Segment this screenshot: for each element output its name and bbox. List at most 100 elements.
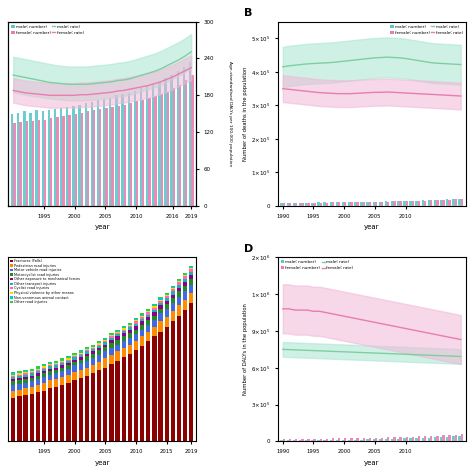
Bar <box>164 292 169 294</box>
Bar <box>440 437 442 441</box>
Bar <box>73 355 77 356</box>
Bar <box>79 378 83 441</box>
Bar <box>410 201 411 206</box>
Bar <box>115 340 120 345</box>
Bar <box>171 286 175 287</box>
Text: B: B <box>244 8 253 18</box>
Bar <box>183 276 187 279</box>
Bar <box>121 333 126 337</box>
Bar <box>66 383 71 441</box>
Bar <box>121 357 126 441</box>
Bar <box>342 440 344 441</box>
Bar <box>23 383 27 388</box>
Bar <box>458 199 461 206</box>
Bar <box>115 345 120 351</box>
Bar <box>97 341 101 342</box>
Bar <box>411 437 414 441</box>
Bar <box>177 284 181 288</box>
Bar <box>23 377 27 379</box>
Bar <box>164 294 169 295</box>
Bar <box>146 309 150 310</box>
Bar <box>391 201 393 206</box>
Bar <box>42 383 46 391</box>
Bar <box>109 348 114 355</box>
Bar <box>109 343 114 348</box>
Bar <box>111 107 114 206</box>
Bar <box>305 202 307 206</box>
Bar <box>85 376 89 441</box>
Bar <box>140 316 144 317</box>
Bar <box>152 304 156 305</box>
Bar <box>295 203 297 206</box>
Bar <box>66 357 71 358</box>
Bar <box>158 297 163 298</box>
Bar <box>48 110 50 206</box>
Bar <box>60 371 64 377</box>
Bar <box>48 371 52 374</box>
Bar <box>307 439 310 441</box>
Bar <box>81 113 83 206</box>
Bar <box>171 295 175 298</box>
Bar <box>164 295 169 296</box>
Bar <box>99 109 101 206</box>
Bar <box>140 315 144 316</box>
Bar <box>442 200 445 206</box>
Bar <box>60 358 64 359</box>
Bar <box>183 310 187 441</box>
Bar <box>448 200 451 206</box>
Bar <box>42 364 46 365</box>
Bar <box>313 203 316 206</box>
Bar <box>11 391 15 398</box>
Bar <box>418 436 420 441</box>
Bar <box>332 438 334 441</box>
Bar <box>421 438 424 441</box>
Bar <box>189 279 193 284</box>
Bar <box>171 74 173 206</box>
Bar <box>434 200 436 206</box>
Bar <box>375 202 377 206</box>
Bar <box>128 329 132 333</box>
Bar <box>91 349 95 351</box>
Bar <box>183 274 187 275</box>
Bar <box>350 202 353 206</box>
Bar <box>128 327 132 329</box>
Bar <box>42 371 46 374</box>
Bar <box>103 341 108 342</box>
Bar <box>411 201 414 206</box>
Bar <box>11 385 15 391</box>
Bar <box>103 337 108 339</box>
Bar <box>91 365 95 374</box>
Bar <box>363 202 365 206</box>
Bar <box>134 320 138 321</box>
Bar <box>152 327 156 337</box>
Bar <box>281 440 283 441</box>
Bar <box>179 85 181 206</box>
Bar <box>115 329 120 331</box>
Bar <box>36 368 40 369</box>
Bar <box>60 363 64 365</box>
Bar <box>85 349 89 350</box>
Bar <box>171 292 175 295</box>
Bar <box>366 439 369 441</box>
Bar <box>17 384 21 390</box>
Bar <box>354 439 356 441</box>
Bar <box>317 202 319 206</box>
Bar <box>29 370 34 371</box>
Bar <box>36 379 40 385</box>
Bar <box>17 113 19 206</box>
Bar <box>440 200 442 206</box>
Bar <box>97 343 101 345</box>
Bar <box>442 435 445 441</box>
Bar <box>391 439 393 441</box>
Bar <box>54 379 58 387</box>
Bar <box>11 379 15 382</box>
Bar <box>152 337 156 441</box>
Bar <box>109 340 114 343</box>
Bar <box>56 117 58 206</box>
Bar <box>140 346 144 441</box>
Bar <box>164 309 169 317</box>
Bar <box>158 309 163 313</box>
Bar <box>171 298 175 303</box>
Bar <box>17 380 21 384</box>
Bar <box>455 435 457 441</box>
